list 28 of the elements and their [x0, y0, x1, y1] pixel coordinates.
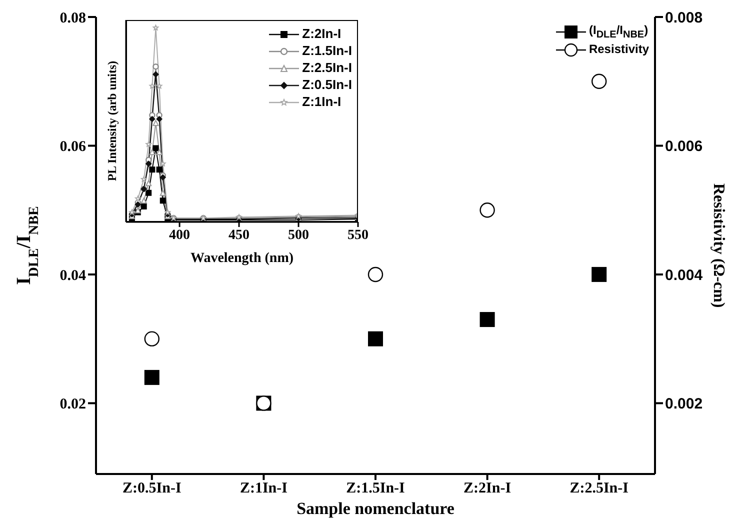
x-tick-label: 400: [169, 228, 190, 243]
legend-label: Resistivity: [588, 42, 649, 58]
y2-tick-label: 0.008: [665, 9, 703, 26]
y2-axis-title: Resistivity (Ω-cm): [710, 183, 727, 308]
legend-label: Z:2In-I: [302, 26, 342, 43]
x-axis-title: Sample nomenclature: [296, 499, 455, 518]
x-axis-title: Wavelength (nm): [190, 251, 294, 266]
legend-label: Z:2.5In-I: [302, 60, 352, 77]
y2-tick-label: 0.006: [665, 138, 703, 156]
y-tick-label: 0.04: [60, 268, 86, 284]
y-tick-label: 0.02: [60, 396, 86, 413]
y-tick-label: 0.08: [60, 10, 86, 26]
x-tick-label: Z:1.5In-I: [346, 480, 406, 497]
y2-tick-label: 0.004: [665, 266, 704, 284]
legend-label: Z:0.5In-I: [302, 77, 352, 94]
x-tick-label: Z:2In-I: [464, 480, 512, 497]
legend-label: (I$_{DLE}$/I$_{NBE}$): [588, 23, 648, 42]
x-tick-label: Z:0.5In-I: [122, 480, 182, 497]
y-tick-label: 0.06: [60, 139, 86, 156]
legend-label: Z:1In-I: [302, 94, 342, 111]
x-tick-label: 500: [288, 228, 310, 243]
x-tick-label: 550: [348, 228, 368, 243]
x-tick-label: Z:2.5In-I: [570, 480, 629, 497]
y-axis-title: PL Intensity (arb units): [104, 60, 119, 182]
y2-tick-label: 0.002: [665, 396, 703, 413]
x-tick-label: Z:1In-I: [240, 480, 288, 497]
legend-label: Z:1.5In-I: [302, 43, 352, 60]
x-tick-label: 450: [228, 228, 250, 243]
